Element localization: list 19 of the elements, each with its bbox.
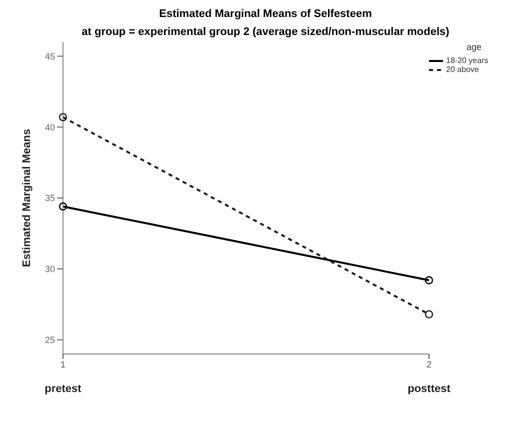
x-tick-label: 1 — [60, 359, 66, 370]
point — [58, 202, 68, 211]
y-axis-title: Estimated Marginal Means — [20, 128, 33, 268]
point — [424, 310, 434, 318]
legend-title: age — [465, 42, 483, 52]
point — [58, 113, 68, 122]
y-tick-label: 35 — [44, 193, 55, 204]
y-tick-label: 25 — [44, 335, 55, 346]
point — [424, 276, 434, 284]
text: pretest — [44, 382, 82, 395]
chart-title: Estimated Marginal Means of Selfesteem — [158, 8, 373, 20]
chart-subtitle: at group = experimental group 2 (average sized/non-muscular models) — [80, 26, 450, 38]
y-tick-label: 30 — [44, 264, 55, 274]
y-tick-label: 45 — [44, 51, 55, 62]
text: posttest — [408, 382, 451, 395]
legend-label: 18-20 years — [446, 56, 488, 65]
legend-label: 20 above — [446, 65, 479, 74]
y-tick-label: 40 — [44, 122, 55, 132]
x-tick-label: 2 — [426, 359, 432, 370]
